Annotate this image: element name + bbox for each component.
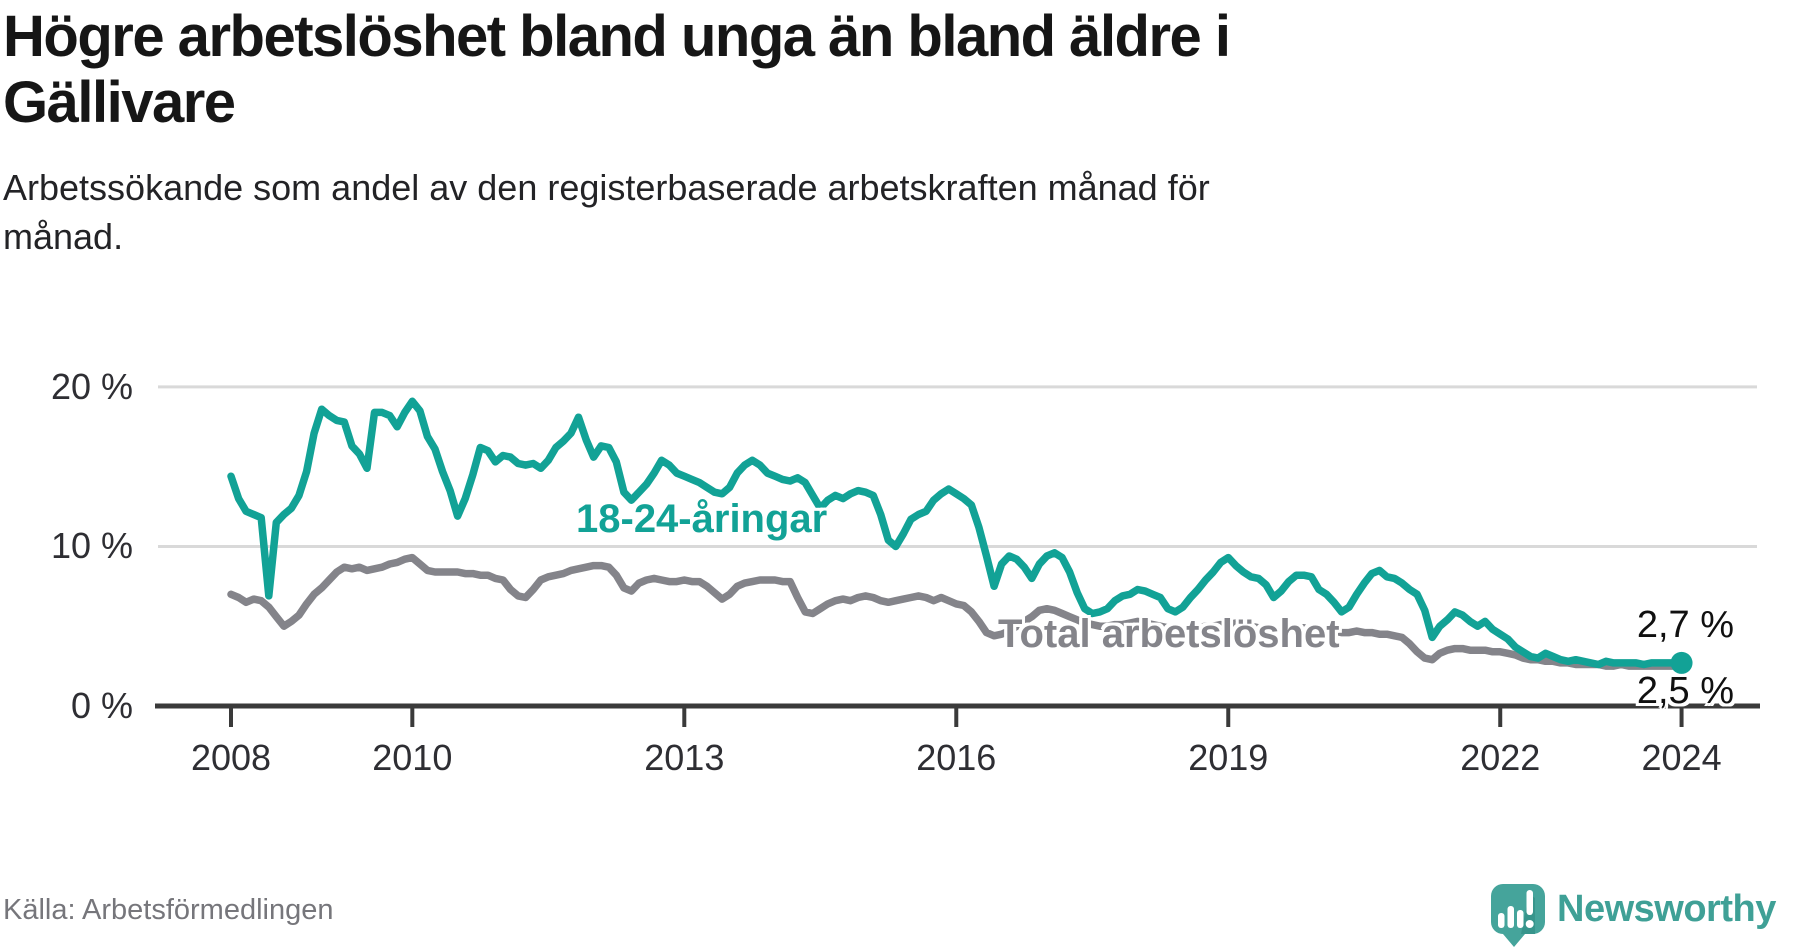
end-value-label-youth: 2,7 % <box>1636 604 1734 646</box>
series-label-total: Total arbetslöshet <box>998 612 1340 656</box>
brand-name: Newsworthy <box>1557 888 1776 930</box>
chart-subtitle: Arbetssökande som andel av den registerb… <box>3 163 1483 261</box>
end-value-label-total: 2,5 % <box>1636 670 1734 712</box>
series-end-dot <box>1670 651 1693 674</box>
page-title-line-1: Högre arbetslöshet bland unga än bland ä… <box>3 4 1231 69</box>
newsworthy-logo: Newsworthy <box>1489 882 1799 948</box>
chart-subtitle-line-1: Arbetssökande som andel av den registerb… <box>3 167 1210 208</box>
bar-icon-3 <box>1517 910 1524 928</box>
series-label-youth: 18-24-åringar <box>576 497 828 541</box>
page-title: Högre arbetslöshet bland unga än bland ä… <box>3 4 1523 136</box>
exclamation-dot-icon <box>1525 920 1534 928</box>
page-title-line-2: Gällivare <box>3 70 236 135</box>
source-credit: Källa: Arbetsförmedlingen <box>3 894 334 926</box>
series-line-youth <box>227 397 1686 669</box>
bar-icon-2 <box>1507 906 1514 928</box>
series-line-total <box>227 553 1686 670</box>
exclamation-bar-icon <box>1526 890 1533 915</box>
chart-subtitle-line-2: månad. <box>3 216 124 257</box>
newsworthy-bubble-icon <box>1491 884 1545 947</box>
bar-icon-1 <box>1498 913 1505 928</box>
